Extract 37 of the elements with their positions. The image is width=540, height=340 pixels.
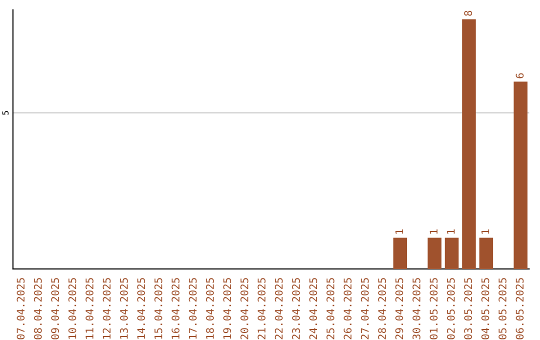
x-tick-label: 09.04.2025 [51, 278, 60, 340]
x-tick-label: 16.04.2025 [172, 278, 180, 339]
x-tick-label: 21.04.2025 [258, 278, 266, 340]
x-tick-label: 04.05.2025 [481, 278, 490, 340]
x-tick-label: 07.04.2025 [16, 278, 25, 340]
x-tick-label: 20.04.2025 [240, 278, 248, 340]
data-label: 1 [395, 229, 404, 234]
x-tick-label: 18.04.2025 [206, 278, 214, 339]
y-tick-label: 5 [2, 111, 9, 115]
data-label: 1 [481, 229, 490, 234]
x-tick-label: 15.04.2025 [154, 278, 162, 339]
x-tick-label: 06.05.2025 [516, 278, 524, 340]
x-tick-label: 28.04.2025 [378, 278, 386, 340]
x-tick-label: 26.04.2025 [344, 278, 352, 340]
x-tick-label: 13.04.2025 [120, 278, 128, 339]
x-tick-label: 12.04.2025 [102, 278, 111, 339]
x-tick-label: 03.05.2025 [464, 278, 472, 340]
x-tick-label: 29.04.2025 [395, 278, 404, 340]
x-tick-label: 22.04.2025 [274, 278, 283, 340]
x-tick-label: 17.04.2025 [188, 278, 197, 339]
x-tick-label: 23.04.2025 [292, 278, 300, 340]
x-tick-label: 11.04.2025 [86, 278, 94, 339]
x-tick-label: 30.04.2025 [412, 278, 420, 340]
x-tick-label: 25.04.2025 [326, 278, 334, 340]
x-tick-label: 19.04.2025 [223, 278, 232, 339]
data-label: 6 [516, 73, 524, 78]
data-label: 1 [430, 229, 438, 234]
x-tick-label: 14.04.2025 [137, 278, 146, 339]
x-tick-label: 24.04.2025 [309, 278, 318, 340]
x-tick-label: 01.05.2025 [430, 278, 438, 340]
x-tick-label: 10.04.2025 [68, 278, 76, 339]
data-label: 1 [447, 229, 455, 234]
x-tick-label: 08.04.2025 [34, 278, 42, 340]
x-tick-label: 02.05.2025 [446, 278, 455, 340]
x-tick-label: 05.05.2025 [498, 278, 506, 340]
data-label: 8 [464, 10, 472, 16]
x-tick-label: 27.04.2025 [360, 278, 369, 340]
